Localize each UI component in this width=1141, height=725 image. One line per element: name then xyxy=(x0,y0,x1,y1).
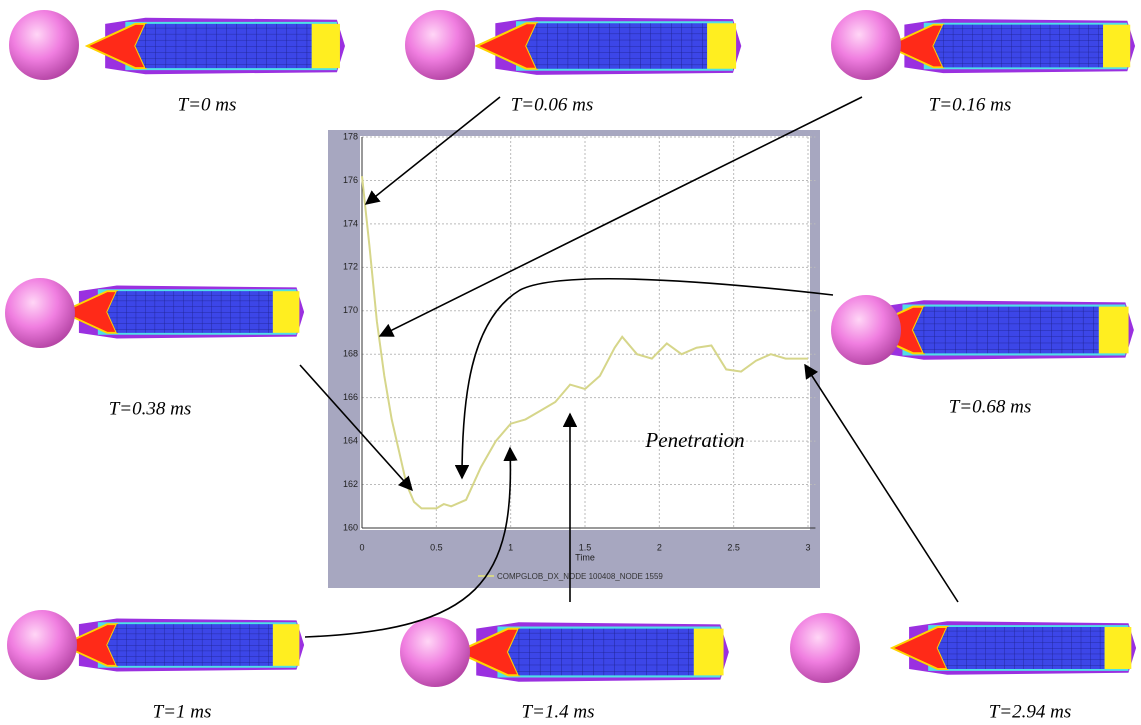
legend-label: COMPGLOB_DX_NODE 100408_NODE 1559 xyxy=(497,572,663,581)
y-tick-label: 174 xyxy=(343,218,358,228)
y-tick-label: 176 xyxy=(343,175,358,185)
x-tick-label: 2 xyxy=(657,542,662,552)
arrows xyxy=(299,96,959,638)
x-tick-label: 2.5 xyxy=(727,542,740,552)
annotation: T=0.68 ms xyxy=(949,396,1032,417)
x-tick-label: 0 xyxy=(359,542,364,552)
annotation: T=0.16 ms xyxy=(929,94,1012,115)
y-tick-label: 162 xyxy=(343,479,358,489)
y-tick-label: 172 xyxy=(343,262,358,272)
annotation: T=0 ms xyxy=(178,94,237,115)
y-tick-label: 168 xyxy=(343,349,358,359)
x-tick-label: 3 xyxy=(805,542,810,552)
annotation: T=0.38 ms xyxy=(109,398,192,419)
chart: 160 162 164 166 168 170 172 174 176 178 0 0.5 1 1.5 2 2… xyxy=(343,131,816,581)
annotation: T=2.94 ms xyxy=(989,701,1072,722)
annotation: T=1 ms xyxy=(153,701,212,722)
annotation: Penetration xyxy=(644,428,744,452)
y-tick-label: 166 xyxy=(343,392,358,402)
annotation: T=0.06 ms xyxy=(511,94,594,115)
x-tick-label: 1.5 xyxy=(579,542,592,552)
y-tick-label: 164 xyxy=(343,435,358,445)
x-tick-label: 1 xyxy=(508,542,513,552)
annotation: T=1.4 ms xyxy=(521,701,594,722)
y-tick-label: 170 xyxy=(343,305,358,315)
x-tick-label: 0.5 xyxy=(430,542,443,552)
x-axis-label: Time xyxy=(575,552,595,562)
snapshots xyxy=(5,10,1138,687)
y-tick-label: 160 xyxy=(343,522,358,532)
y-tick-label: 178 xyxy=(343,131,358,141)
